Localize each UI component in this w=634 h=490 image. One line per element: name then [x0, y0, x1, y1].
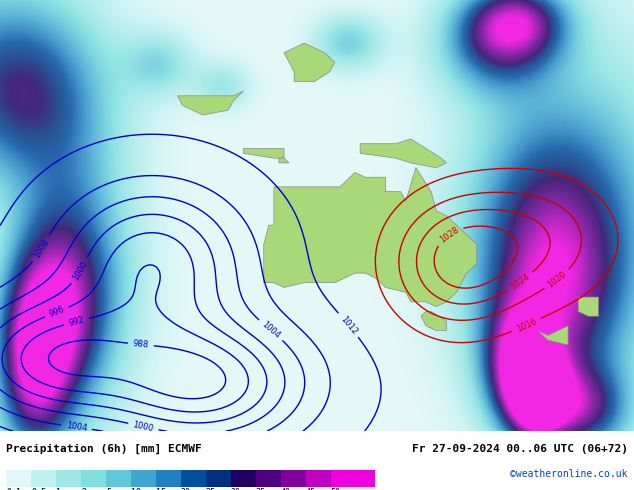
Text: 20: 20: [181, 489, 191, 490]
Text: 40: 40: [281, 489, 290, 490]
Bar: [181, 470, 206, 487]
Text: 10: 10: [131, 489, 141, 490]
Bar: [231, 470, 256, 487]
Bar: [206, 470, 231, 487]
Polygon shape: [178, 91, 243, 115]
Text: 988: 988: [133, 339, 149, 350]
Bar: [330, 470, 356, 487]
Text: 50: 50: [330, 489, 340, 490]
Text: 25: 25: [206, 489, 216, 490]
Text: 45: 45: [306, 489, 316, 490]
Bar: [81, 470, 106, 487]
Bar: [31, 470, 56, 487]
Text: 1000: 1000: [132, 420, 155, 433]
Text: Fr 27-09-2024 00..06 UTC (06+72): Fr 27-09-2024 00..06 UTC (06+72): [411, 444, 628, 454]
Text: 1008: 1008: [32, 237, 51, 260]
Text: 996: 996: [48, 305, 66, 319]
Text: 2: 2: [81, 489, 86, 490]
Text: 1000: 1000: [71, 260, 89, 282]
Text: Precipitation (6h) [mm] ECMWF: Precipitation (6h) [mm] ECMWF: [6, 444, 202, 454]
Text: 15: 15: [156, 489, 166, 490]
Polygon shape: [243, 148, 284, 158]
Text: 992: 992: [68, 315, 85, 328]
Polygon shape: [264, 168, 477, 307]
Bar: [356, 470, 375, 487]
Text: 30: 30: [231, 489, 241, 490]
Text: 1016: 1016: [515, 317, 538, 334]
Bar: [106, 470, 131, 487]
Polygon shape: [360, 139, 446, 168]
Text: 35: 35: [256, 489, 266, 490]
Bar: [256, 470, 281, 487]
Bar: [6, 470, 31, 487]
Text: 5: 5: [106, 489, 111, 490]
Bar: [281, 470, 306, 487]
Bar: [56, 470, 81, 487]
Text: 1024: 1024: [509, 272, 532, 292]
Polygon shape: [421, 312, 446, 331]
Text: 0.5: 0.5: [31, 489, 46, 490]
Polygon shape: [279, 158, 289, 163]
Text: 1004: 1004: [260, 320, 281, 341]
Text: 1028: 1028: [438, 225, 460, 245]
Bar: [131, 470, 156, 487]
Text: 1012: 1012: [339, 314, 359, 336]
Text: 0.1: 0.1: [6, 489, 22, 490]
Text: 1004: 1004: [65, 421, 87, 433]
Text: 1: 1: [56, 489, 61, 490]
Polygon shape: [284, 43, 335, 81]
Bar: [156, 470, 181, 487]
Text: ©weatheronline.co.uk: ©weatheronline.co.uk: [510, 469, 628, 479]
Bar: [306, 470, 330, 487]
Text: 1020: 1020: [547, 270, 568, 290]
Polygon shape: [578, 297, 598, 316]
Polygon shape: [538, 326, 568, 345]
